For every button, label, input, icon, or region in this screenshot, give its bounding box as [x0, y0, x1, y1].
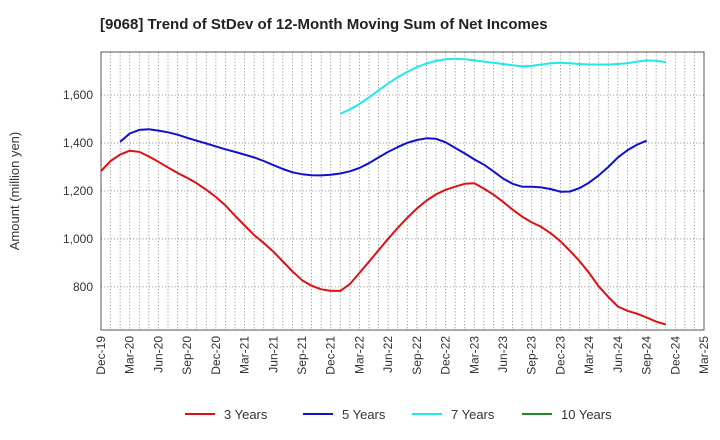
x-tick-label: Mar-22	[352, 336, 366, 374]
y-tick-labels: 800 1,000 1,200 1,400 1,600	[63, 88, 93, 294]
plot-frame	[100, 51, 705, 331]
x-tick-label: Sep-23	[525, 336, 539, 375]
series-line-7-years	[339, 57, 666, 115]
x-tick-label: Mar-24	[582, 336, 596, 374]
x-tick-label: Mar-25	[697, 336, 711, 374]
x-tick-label: Dec-21	[324, 336, 338, 375]
series-line-5-years	[119, 128, 647, 193]
series-layer	[100, 57, 666, 326]
legend: 3 Years 5 Years 7 Years 10 Years	[185, 407, 612, 422]
x-tick-label: Dec-20	[209, 336, 223, 375]
x-tick-label: Dec-24	[668, 336, 682, 375]
x-tick-label: Jun-20	[151, 336, 165, 373]
y-tick-label: 1,400	[63, 136, 93, 150]
x-tick-label: Mar-21	[238, 336, 252, 374]
x-tick-label: Sep-21	[295, 336, 309, 375]
x-tick-label: Sep-22	[410, 336, 424, 375]
x-tick-label: Mar-23	[467, 336, 481, 374]
grid-layer	[101, 52, 704, 330]
x-tick-label: Dec-23	[553, 336, 567, 375]
legend-label: 10 Years	[561, 407, 612, 422]
chart-title: [9068] Trend of StDev of 12-Month Moving…	[100, 16, 548, 33]
y-tick-label: 1,600	[63, 88, 93, 102]
series-line-3-years	[100, 149, 666, 326]
y-tick-label: 800	[73, 280, 93, 294]
x-tick-label: Mar-20	[123, 336, 137, 374]
x-tick-label: Jun-22	[381, 336, 395, 373]
y-axis-label: Amount (million yen)	[7, 132, 22, 251]
x-tick-label: Sep-24	[640, 336, 654, 375]
x-tick-label: Sep-20	[180, 336, 194, 375]
x-tick-labels: Dec-19 Mar-20 Jun-20 Sep-20 Dec-20 Mar-21 Jun-…	[94, 336, 711, 375]
x-tick-label: Dec-19	[94, 336, 108, 375]
y-tick-label: 1,000	[63, 232, 93, 246]
x-tick-label: Jun-23	[496, 336, 510, 373]
x-tick-label: Jun-24	[611, 336, 625, 373]
legend-label: 7 Years	[451, 407, 495, 422]
legend-label: 3 Years	[224, 407, 268, 422]
y-tick-label: 1,200	[63, 184, 93, 198]
x-tick-label: Jun-21	[266, 336, 280, 373]
legend-label: 5 Years	[342, 407, 386, 422]
x-tick-label: Dec-22	[439, 336, 453, 375]
